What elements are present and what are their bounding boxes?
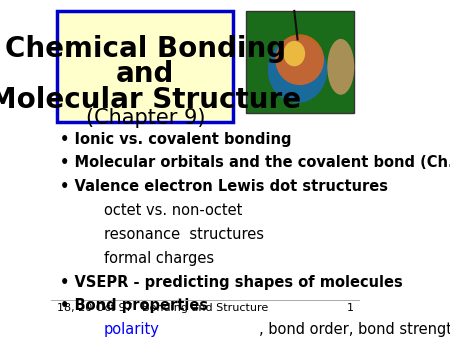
Text: • Ionic vs. covalent bonding: • Ionic vs. covalent bonding	[60, 131, 292, 147]
Text: 1: 1	[347, 303, 354, 313]
Text: • Bond properties: • Bond properties	[60, 298, 208, 313]
Text: polarity: polarity	[104, 322, 159, 337]
Text: , bond order, bond strength: , bond order, bond strength	[259, 322, 450, 337]
Text: • VSEPR - predicting shapes of molecules: • VSEPR - predicting shapes of molecules	[60, 274, 403, 290]
Text: (Chapter 9): (Chapter 9)	[86, 108, 205, 128]
Ellipse shape	[327, 39, 354, 95]
Text: • Molecular orbitals and the covalent bond (Ch. 10): • Molecular orbitals and the covalent bo…	[60, 155, 450, 170]
Text: formal charges: formal charges	[104, 251, 214, 266]
Text: Molecular Structure: Molecular Structure	[0, 86, 302, 114]
Text: resonance  structures: resonance structures	[104, 227, 264, 242]
Text: and: and	[116, 60, 175, 88]
Ellipse shape	[284, 41, 305, 66]
Text: Bonding and Structure: Bonding and Structure	[142, 303, 269, 313]
Text: octet vs. non-octet: octet vs. non-octet	[104, 203, 242, 218]
Ellipse shape	[275, 34, 324, 85]
Text: 18, 20 Oct 97: 18, 20 Oct 97	[57, 303, 133, 313]
Text: • Valence electron Lewis dot structures: • Valence electron Lewis dot structures	[60, 179, 388, 194]
Ellipse shape	[268, 37, 327, 103]
Text: Chemical Bonding: Chemical Bonding	[4, 35, 286, 63]
FancyBboxPatch shape	[246, 11, 354, 113]
FancyBboxPatch shape	[57, 11, 233, 122]
